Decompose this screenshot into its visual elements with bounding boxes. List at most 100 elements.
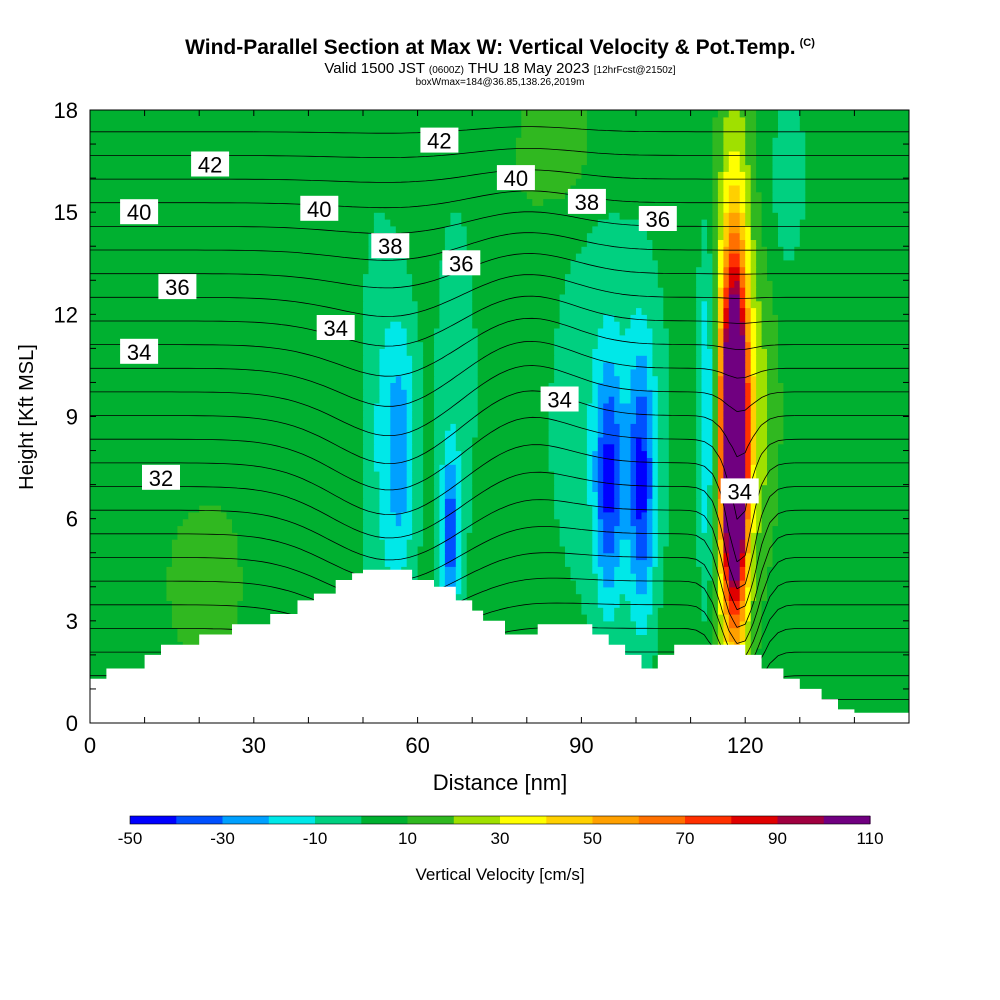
velocity-cell (439, 498, 446, 506)
velocity-cell (756, 668, 909, 676)
velocity-cell (379, 396, 391, 404)
velocity-cell (717, 307, 724, 315)
velocity-cell (417, 307, 440, 315)
velocity-cell (461, 212, 610, 220)
velocity-cell (423, 355, 435, 363)
velocity-cell (745, 280, 752, 288)
velocity-cell (646, 430, 653, 438)
velocity-cell (363, 505, 380, 513)
velocity-cell (717, 219, 724, 227)
velocity-cell (778, 355, 909, 363)
velocity-cell (756, 280, 774, 288)
velocity-cell (455, 573, 462, 581)
velocity-cell (696, 396, 703, 404)
velocity-cell (90, 259, 370, 268)
velocity-cell (756, 511, 763, 520)
velocity-cell (90, 634, 178, 642)
velocity-cell (652, 389, 659, 397)
velocity-cell (597, 450, 604, 458)
velocity-cell (646, 586, 653, 595)
velocity-cell (614, 396, 621, 404)
velocity-cell (603, 443, 615, 452)
velocity-cell (707, 225, 714, 234)
velocity-cell (728, 259, 741, 268)
velocity-cell (586, 471, 593, 479)
velocity-cell (554, 348, 593, 356)
velocity-cell (603, 566, 615, 574)
contour-label-box (371, 233, 410, 259)
velocity-cell (723, 348, 746, 356)
velocity-cell (663, 552, 697, 561)
velocity-cell (696, 539, 714, 547)
velocity-cell (717, 334, 724, 343)
velocity-cell (434, 382, 479, 390)
velocity-cell (565, 545, 593, 554)
contour-label: 40 (496, 165, 535, 191)
velocity-cell (461, 471, 473, 479)
velocity-cell (701, 586, 708, 595)
velocity-cell (363, 545, 386, 554)
velocity-cell (630, 518, 648, 527)
velocity-cell (717, 232, 724, 240)
velocity-cell (772, 191, 806, 200)
velocity-cell (723, 566, 730, 574)
velocity-cell (586, 150, 714, 159)
velocity-cell (603, 464, 615, 472)
velocity-cell (477, 368, 555, 377)
velocity-cell (696, 348, 703, 356)
velocity-cell (767, 382, 784, 390)
velocity-cell (586, 498, 599, 506)
velocity-cell (728, 198, 741, 206)
velocity-cell (707, 307, 714, 315)
velocity-cell (657, 430, 670, 438)
velocity-cell (767, 396, 784, 404)
velocity-cell (439, 471, 446, 479)
velocity-cell (423, 498, 435, 506)
velocity-cell (592, 525, 599, 533)
velocity-cell (717, 416, 724, 424)
velocity-cell (707, 525, 714, 533)
velocity-cell (761, 600, 909, 608)
velocity-cell (712, 586, 719, 595)
velocity-cell (750, 620, 763, 629)
velocity-cell (434, 375, 479, 383)
velocity-cell (390, 430, 408, 438)
velocity-cell (756, 334, 763, 343)
velocity-cell (461, 525, 473, 533)
velocity-cell (636, 545, 648, 554)
velocity-cell (434, 436, 446, 445)
velocity-cell (581, 164, 713, 172)
velocity-cell (373, 464, 391, 472)
velocity-cell (717, 110, 730, 118)
velocity-cell (439, 314, 473, 322)
velocity-cell (619, 430, 632, 438)
velocity-cell (745, 566, 752, 574)
velocity-cell (756, 382, 768, 390)
velocity-cell (592, 559, 599, 567)
velocity-cell (455, 511, 462, 520)
velocity-cell (723, 157, 730, 166)
velocity-cell (696, 328, 703, 336)
velocity-cell (472, 477, 555, 486)
contour-label-text: 36 (165, 275, 189, 300)
velocity-cell (586, 239, 653, 247)
velocity-cell (586, 144, 714, 152)
velocity-cell (597, 573, 604, 581)
velocity-cell (412, 273, 440, 281)
velocity-cell (728, 266, 741, 275)
velocity-cell (614, 580, 637, 588)
velocity-cell (90, 580, 167, 588)
velocity-cell (646, 511, 653, 520)
velocity-cell (712, 314, 719, 322)
velocity-cell (712, 416, 719, 424)
velocity-cell (363, 416, 375, 424)
velocity-cell (90, 212, 375, 220)
velocity-cell (745, 232, 752, 240)
velocity-cell (701, 450, 713, 458)
velocity-cell (657, 491, 670, 499)
velocity-cell (417, 334, 435, 343)
velocity-cell (696, 511, 703, 520)
velocity-cell (778, 314, 909, 322)
velocity-cell (619, 593, 626, 601)
velocity-cell (434, 484, 441, 492)
